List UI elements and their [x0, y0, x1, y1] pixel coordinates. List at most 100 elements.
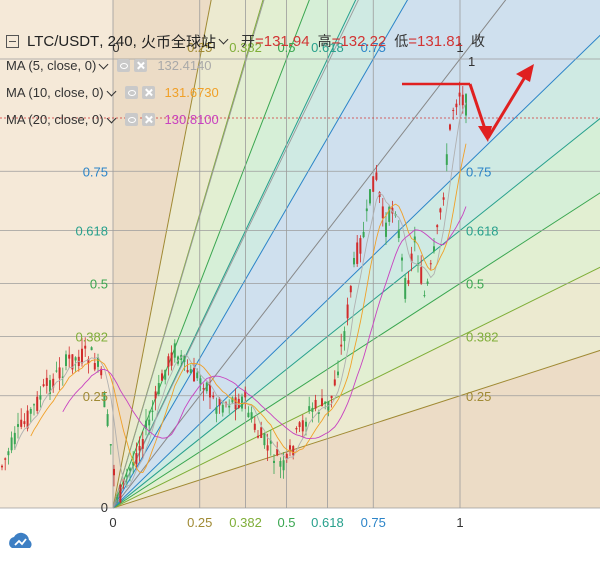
candle-body: [20, 419, 23, 427]
candle-body: [461, 94, 464, 106]
candle-body: [442, 197, 445, 200]
candle-body: [285, 453, 288, 459]
symbol-name: LTC/USDT: [27, 32, 100, 50]
candle-body: [33, 404, 35, 406]
candle-body: [52, 378, 55, 388]
candle-body: [324, 401, 327, 404]
candle-body: [7, 451, 10, 456]
candle-body: [362, 231, 365, 238]
candle-body: [193, 368, 195, 382]
candle-body: [436, 225, 439, 228]
candle-body: [429, 263, 432, 265]
fan-lines: [0, 0, 600, 509]
fan-ray: [113, 0, 409, 509]
open-value: 131.94: [263, 32, 310, 50]
chevron-down-icon[interactable]: [106, 113, 116, 123]
candle-body: [113, 468, 115, 476]
candle-body: [58, 367, 61, 379]
candle-body: [292, 446, 295, 456]
eye-icon[interactable]: [124, 113, 138, 126]
candle-body: [49, 380, 51, 395]
close-icon[interactable]: [141, 113, 155, 126]
candle-body: [333, 379, 336, 386]
candle-body: [212, 395, 215, 398]
fib-right-label: 0.382: [466, 329, 499, 344]
candle-body: [228, 405, 231, 408]
candle-body: [209, 384, 211, 398]
collapse-icon[interactable]: [6, 34, 19, 48]
candle-body: [413, 236, 416, 243]
fib-top-label: 0.75: [361, 40, 386, 55]
cloud-logo-icon: [9, 532, 32, 548]
low-label: 低: [394, 33, 409, 49]
interval: 240: [107, 32, 133, 50]
candle-body: [343, 331, 346, 342]
chevron-down-icon[interactable]: [218, 34, 229, 45]
ma10-label: MA (10, close, 0): [6, 85, 104, 100]
symbol-header[interactable]: LTC/USDT , 240 , 火币全球站 开 = 131.94 高 = 132.22…: [6, 30, 485, 52]
fib-top-label: 0.618: [311, 40, 344, 55]
candle-body: [173, 343, 176, 358]
eye-icon[interactable]: [117, 59, 131, 72]
candle-body: [295, 427, 298, 430]
candle-body: [257, 435, 259, 438]
candle-body: [305, 421, 307, 427]
close-icon[interactable]: [134, 59, 148, 72]
candle-body: [241, 396, 243, 409]
candle-body: [266, 445, 269, 451]
ma10-row[interactable]: MA (10, close, 0) 131.6730: [6, 79, 485, 106]
chevron-down-icon[interactable]: [98, 59, 109, 69]
candle-body: [189, 369, 192, 374]
candle-body: [17, 424, 19, 427]
fan-ray: [113, 0, 264, 509]
candle-body: [135, 453, 138, 465]
candle-body: [311, 407, 314, 412]
candles: [1, 81, 467, 504]
candle-body: [55, 370, 58, 372]
fib-left-label: 0.382: [75, 329, 108, 344]
fib-left-label: 0.25: [83, 389, 108, 404]
candle-body: [65, 354, 67, 366]
fan-labels: 0.25 0.25 0.25 0.25 0.382 0.382 0.382 0.382 0.5 0…: [75, 40, 498, 530]
candle-body: [68, 354, 71, 359]
fib-left-label: 0.75: [83, 164, 108, 179]
candle-body: [289, 445, 291, 450]
ma20-row[interactable]: MA (20, close, 0) 130.8100: [6, 106, 485, 133]
fib-bottom-label: 0.618: [311, 515, 344, 530]
candle-body: [74, 357, 77, 361]
ma10-value: 131.6730: [164, 85, 219, 100]
candle-body: [420, 267, 423, 284]
candle-body: [97, 357, 99, 367]
pre-origin-zone: [0, 0, 113, 508]
candle-body: [119, 484, 122, 503]
candle-body: [346, 304, 349, 319]
fib-right-one: 1: [468, 54, 475, 69]
eye-icon[interactable]: [124, 86, 138, 99]
candle-body: [439, 208, 442, 213]
candle-body: [218, 398, 221, 406]
candle-body: [93, 363, 96, 370]
exchange-name: 火币全球站: [140, 33, 216, 51]
fib-right-label: 0.5: [466, 277, 484, 292]
candle-body: [36, 396, 39, 411]
close-icon[interactable]: [141, 86, 155, 99]
candle-body: [273, 460, 275, 463]
fib-left-label: 0.618: [75, 224, 108, 239]
fib-right-label: 0.25: [466, 389, 491, 404]
candle-body: [455, 103, 458, 108]
candle-body: [84, 345, 87, 349]
candle-body: [308, 406, 311, 411]
fib-top-label: 0.382: [229, 40, 262, 55]
ma5-row[interactable]: MA (5, close, 0) 132.4140: [6, 52, 485, 79]
candle-body: [321, 398, 323, 406]
candle-body: [164, 369, 167, 380]
candle-body: [145, 420, 147, 429]
chevron-down-icon[interactable]: [106, 86, 116, 96]
candle-body: [407, 280, 410, 284]
candle-body: [279, 461, 282, 467]
candle-body: [202, 388, 205, 390]
candle-body: [356, 242, 359, 264]
candle-body: [465, 94, 467, 116]
moving-average-line: [30, 143, 467, 473]
